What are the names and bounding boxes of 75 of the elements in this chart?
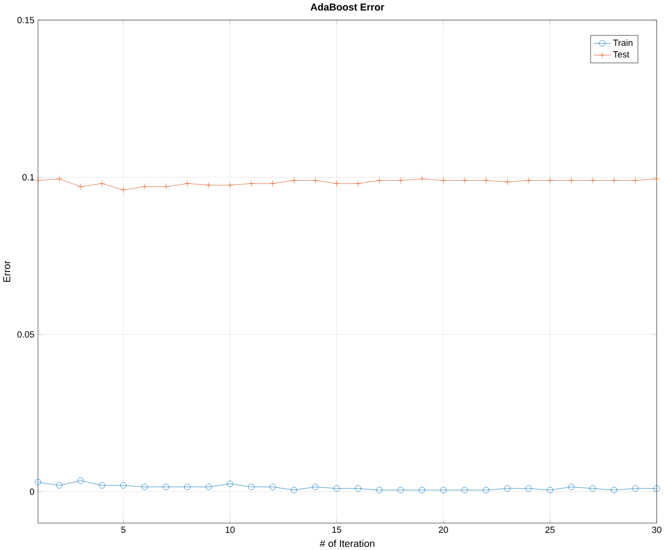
point xyxy=(376,486,383,494)
point xyxy=(270,484,276,490)
point xyxy=(590,485,596,492)
point xyxy=(77,183,84,190)
x-axis-title: # of Iteration xyxy=(320,540,374,547)
point xyxy=(141,484,148,490)
point xyxy=(120,482,127,488)
point xyxy=(482,177,490,184)
x-tick-label: 30 xyxy=(652,526,662,533)
legend-label: Test xyxy=(613,51,630,58)
point xyxy=(568,484,575,490)
y-tick-label: 0 xyxy=(30,488,34,495)
point xyxy=(34,478,42,486)
point xyxy=(312,484,319,490)
point xyxy=(546,486,554,494)
point xyxy=(632,485,639,492)
point xyxy=(440,177,447,184)
point xyxy=(546,177,554,184)
y-tick-label: 0.1 xyxy=(22,174,34,180)
point xyxy=(568,177,575,184)
point xyxy=(334,485,340,492)
point xyxy=(654,175,660,182)
point xyxy=(526,177,532,184)
point xyxy=(334,180,340,187)
point xyxy=(226,182,234,188)
chart-title: AdaBoost Error xyxy=(310,3,384,10)
point xyxy=(610,177,618,184)
point xyxy=(440,486,447,494)
y-tick-label: 0.15 xyxy=(17,16,34,24)
point xyxy=(205,484,212,490)
point xyxy=(462,177,468,184)
point xyxy=(504,178,511,185)
point xyxy=(226,480,234,487)
point xyxy=(610,486,618,494)
point xyxy=(56,175,63,182)
point xyxy=(590,177,596,184)
point xyxy=(398,486,404,494)
point xyxy=(504,485,511,492)
x-tick-label: 15 xyxy=(332,526,342,533)
point xyxy=(162,183,170,190)
point xyxy=(418,175,426,182)
point xyxy=(120,186,127,193)
point xyxy=(462,486,468,494)
point xyxy=(184,484,191,490)
point xyxy=(56,482,63,488)
point xyxy=(270,180,276,187)
x-tick-label: 20 xyxy=(438,526,448,533)
point xyxy=(205,182,212,188)
point xyxy=(354,180,362,187)
point xyxy=(654,485,660,492)
point xyxy=(98,482,106,488)
x-tick-label: 25 xyxy=(546,526,555,533)
point xyxy=(248,484,255,490)
point xyxy=(141,183,148,190)
point xyxy=(77,477,84,484)
point xyxy=(290,177,298,184)
point xyxy=(162,484,170,490)
point xyxy=(184,180,191,187)
x-tick-label: 10 xyxy=(226,526,235,533)
point xyxy=(418,486,426,494)
x-tick-label: 5 xyxy=(121,526,126,533)
legend-label: Train xyxy=(613,39,632,46)
point xyxy=(482,486,490,494)
point xyxy=(354,485,362,492)
point xyxy=(290,486,298,494)
point xyxy=(34,177,42,184)
point xyxy=(632,177,639,184)
point xyxy=(376,177,383,184)
point xyxy=(398,177,404,184)
y-tick-label: 0.05 xyxy=(17,331,34,338)
y-axis-title: Error xyxy=(3,260,10,282)
point xyxy=(98,180,106,187)
point xyxy=(248,180,255,187)
point xyxy=(526,485,532,492)
point xyxy=(312,177,319,184)
